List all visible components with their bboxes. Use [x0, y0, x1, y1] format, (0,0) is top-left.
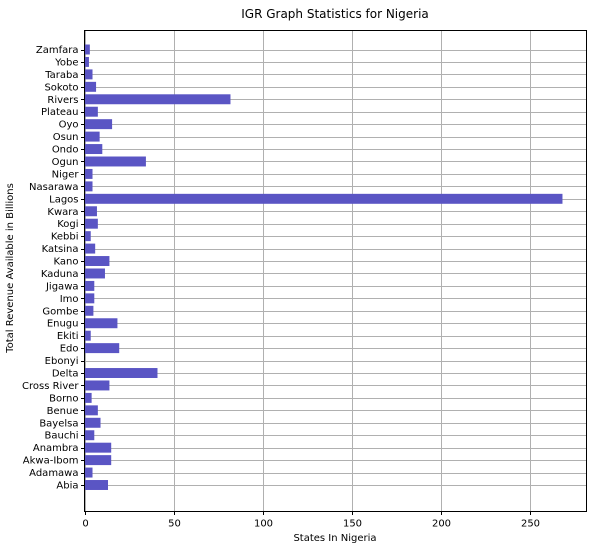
y-tick-label: Kaduna — [41, 269, 79, 280]
y-tick-label: Borno — [49, 393, 78, 404]
bar — [84, 56, 89, 67]
bar — [84, 343, 120, 354]
bar — [84, 181, 93, 192]
y-tick-label: Imo — [60, 294, 79, 305]
bar — [84, 368, 158, 378]
bar — [84, 293, 95, 304]
y-tick-label: Zamfara — [36, 45, 79, 56]
y-tick-label: Edo — [60, 344, 79, 355]
y-tick-label: Osun — [53, 132, 79, 143]
bars-group — [84, 44, 563, 490]
y-tick-label: Kebbi — [51, 232, 79, 243]
y-tick-label: Ebonyi — [45, 356, 79, 367]
chart-title: IGR Graph Statistics for Nigeria — [241, 7, 429, 21]
y-tick-label: Cross River — [22, 381, 79, 392]
bar — [84, 280, 95, 291]
y-tick-label: Benue — [47, 406, 79, 417]
x-axis-ticks: 0 50 100 150 200 250 — [82, 511, 540, 530]
y-tick-label: Niger — [52, 169, 80, 180]
bar — [84, 417, 101, 428]
bar — [84, 430, 95, 441]
x-tick-label: 50 — [168, 519, 181, 530]
bar — [84, 119, 113, 130]
x-tick-label: 150 — [343, 519, 362, 530]
y-tick-label: Katsina — [42, 244, 79, 255]
y-tick-label: Rivers — [47, 95, 78, 106]
bar — [84, 392, 92, 403]
bar — [84, 467, 93, 478]
y-tick-label: Bayelsa — [39, 418, 78, 429]
y-tick-label: Delta — [52, 369, 79, 380]
y-tick-label: Adamawa — [29, 468, 78, 479]
bar — [84, 131, 100, 142]
bar — [84, 480, 108, 490]
y-tick-label: Anambra — [33, 443, 79, 454]
y-tick-label: Nasarawa — [29, 182, 79, 193]
y-tick-label: Ogun — [52, 157, 79, 168]
bar — [84, 318, 118, 329]
bar — [84, 455, 112, 466]
x-axis-label: States In Nigeria — [293, 533, 376, 544]
y-tick-label: Kano — [54, 257, 79, 268]
y-tick-label: Bauchi — [45, 431, 79, 442]
x-tick-label: 200 — [432, 519, 451, 530]
y-tick-label: Oyo — [59, 120, 79, 131]
bar — [84, 268, 105, 279]
x-tick-label: 250 — [521, 519, 540, 530]
bar — [84, 168, 93, 179]
bar — [84, 144, 103, 155]
bar — [84, 69, 93, 80]
y-tick-label: Gombe — [42, 306, 78, 317]
bar — [84, 405, 98, 416]
bar — [84, 256, 110, 267]
bar — [84, 193, 563, 204]
x-tick-label: 100 — [254, 519, 273, 530]
bar — [84, 442, 112, 453]
x-tick-label: 0 — [82, 519, 88, 530]
y-tick-label: Sokoto — [44, 82, 78, 93]
y-tick-label: Taraba — [44, 70, 78, 81]
grid-lines — [84, 30, 587, 512]
bar — [84, 305, 94, 316]
y-tick-label: Jigawa — [45, 281, 79, 292]
bar — [84, 156, 146, 167]
bar — [84, 243, 96, 254]
plot-frame — [84, 30, 587, 512]
bar — [84, 218, 98, 229]
bar — [84, 44, 90, 55]
y-tick-label: Abia — [56, 481, 78, 492]
y-axis-label: Total Revenue Available in Billions — [5, 183, 16, 354]
y-tick-label: Kwara — [47, 207, 78, 218]
y-tick-label: Ondo — [52, 145, 79, 156]
bar — [84, 94, 231, 105]
y-tick-label: Yobe — [54, 57, 78, 68]
bar — [84, 380, 110, 391]
bar — [84, 206, 97, 217]
y-tick-label: Kogi — [57, 219, 78, 230]
y-tick-label: Enugu — [47, 319, 79, 330]
bar — [84, 231, 91, 242]
bar — [84, 330, 91, 341]
y-tick-label: Ekiti — [57, 331, 79, 342]
bar — [84, 81, 97, 92]
y-tick-label: Akwa-Ibom — [23, 456, 79, 467]
y-tick-label: Plateau — [41, 107, 78, 118]
bar — [84, 106, 98, 117]
y-tick-label: Lagos — [49, 194, 78, 205]
